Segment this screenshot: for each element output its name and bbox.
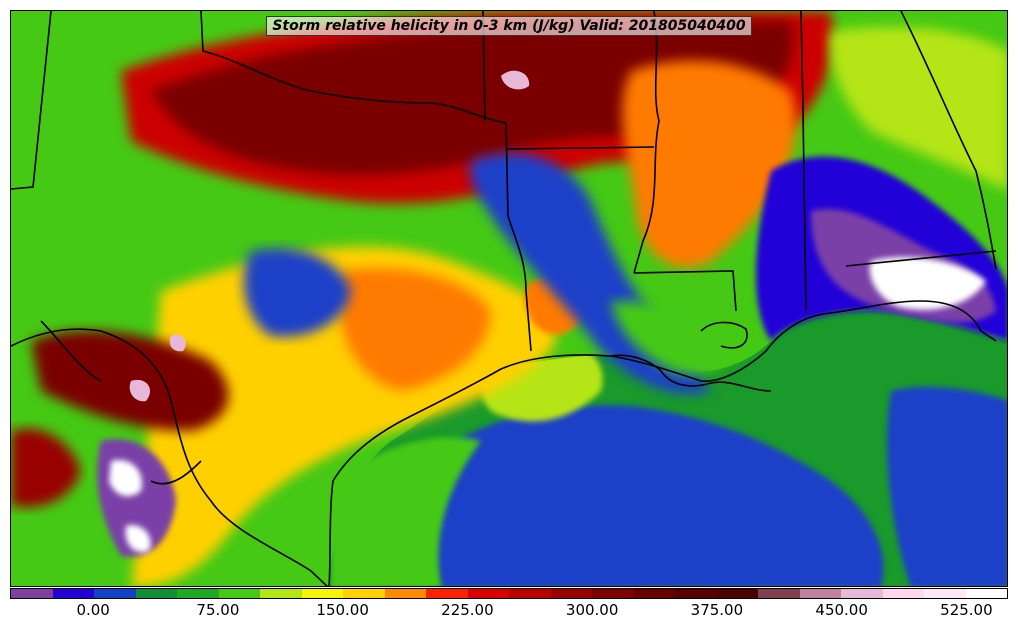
map-panel <box>10 10 1008 587</box>
colorbar-swatch <box>592 589 634 598</box>
colorbar-swatch <box>52 589 94 598</box>
colorbar-tick-label: 450.00 <box>815 601 868 619</box>
colorbar-swatch <box>177 589 219 598</box>
colorbar-swatch <box>965 589 1007 598</box>
northern-dark-red-core <box>151 21 793 175</box>
texas-oklahoma-border <box>200 11 507 124</box>
colorbar-swatch <box>384 589 426 598</box>
gulf-low-helicity-area <box>425 405 884 586</box>
eastern-white-core <box>869 257 986 310</box>
west-texas-blue-area <box>243 248 351 337</box>
colorbar-swatch <box>841 589 883 598</box>
colorbar-swatch <box>135 589 177 598</box>
boundary-lines <box>11 11 997 586</box>
rio-grande-border <box>11 328 329 586</box>
colorbar-swatch <box>301 589 343 598</box>
mexico-white-specks <box>109 460 151 553</box>
florida-panhandle-border <box>845 250 997 267</box>
colorbar-swatch <box>758 589 800 598</box>
gulf-east-blue <box>887 386 1007 586</box>
gulf-green-band <box>331 437 481 586</box>
colorbar-tick-label: 75.00 <box>196 601 240 619</box>
louisiana-coast-detail <box>610 321 772 392</box>
louisiana-green-area <box>611 301 751 375</box>
colorbar-swatch <box>716 589 758 598</box>
colorbar-tick-label: 0.00 <box>76 601 110 619</box>
colorbar-tick-label: 150.00 <box>316 601 369 619</box>
helicity-field-map <box>11 11 1007 586</box>
colorbar-swatch <box>260 589 302 598</box>
colorbar-tick-label: 225.00 <box>441 601 494 619</box>
colorbar-tick-label: 525.00 <box>940 601 993 619</box>
colorbar-swatch <box>633 589 675 598</box>
southwest-high-helicity-area <box>31 330 229 431</box>
louisiana-mississippi-border <box>633 270 737 312</box>
colorbar-swatch <box>426 589 468 598</box>
colorbar-tick-label: 375.00 <box>690 601 744 619</box>
colorbar-tick-label: 300.00 <box>565 601 619 619</box>
gulf-coastline <box>328 300 997 586</box>
colorbar-swatch <box>675 589 717 598</box>
colorbar-swatch <box>882 589 924 598</box>
mexico-interior-border <box>40 320 202 485</box>
mississippi-river-border <box>633 11 660 274</box>
colorbar-swatch <box>509 589 551 598</box>
northeast-orange-area <box>622 60 797 268</box>
central-orange-area <box>339 268 491 391</box>
colorbar <box>10 588 1008 599</box>
arkansas-louisiana-border <box>507 146 655 150</box>
colorbar-tick-labels: 0.00 75.00 150.00 225.00 300.00 375.00 450.00 5… <box>10 601 1008 625</box>
colorbar-swatch <box>924 589 966 598</box>
colorbar-swatch <box>11 589 53 598</box>
colorbar-swatch <box>94 589 136 598</box>
mexico-dark-red-area <box>11 428 81 508</box>
northeast-lime-area <box>830 27 1007 190</box>
colorbar-swatch <box>343 589 385 598</box>
alabama-georgia-border <box>900 11 997 270</box>
colorbar-swatch <box>467 589 509 598</box>
colorbar-swatch <box>799 589 841 598</box>
arkansas-texas-border <box>505 122 509 217</box>
colorbar-swatch <box>550 589 592 598</box>
western-panhandle-border <box>11 11 52 190</box>
mississippi-alabama-border <box>800 11 807 312</box>
texas-louisiana-border <box>507 215 532 352</box>
colorbar-swatch <box>218 589 260 598</box>
